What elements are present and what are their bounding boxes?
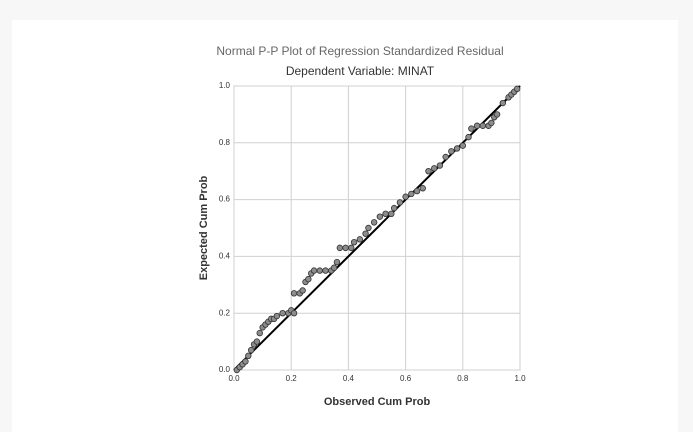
point bbox=[371, 220, 377, 226]
point bbox=[291, 310, 297, 316]
page: Normal P-P Plot of Regression Standardiz… bbox=[0, 0, 693, 432]
point bbox=[248, 347, 254, 353]
point bbox=[363, 231, 369, 237]
y-tick-label: 0.8 bbox=[219, 138, 231, 147]
point bbox=[443, 154, 449, 160]
point bbox=[480, 123, 486, 129]
point bbox=[414, 188, 420, 194]
point bbox=[466, 134, 472, 140]
point bbox=[337, 245, 343, 251]
y-axis-label: Expected Cum Prob bbox=[198, 175, 210, 280]
point bbox=[391, 205, 397, 211]
chart-subtitle: Dependent Variable: MINAT bbox=[286, 64, 435, 78]
point bbox=[306, 276, 312, 282]
point bbox=[437, 163, 443, 169]
point bbox=[343, 245, 349, 251]
point bbox=[420, 185, 426, 191]
point bbox=[426, 168, 432, 174]
point bbox=[494, 112, 500, 118]
point bbox=[357, 237, 363, 243]
point bbox=[274, 313, 280, 319]
y-tick-label: 1.0 bbox=[219, 81, 231, 90]
point bbox=[366, 225, 372, 231]
x-tick-label: 0.6 bbox=[400, 374, 412, 383]
point bbox=[257, 330, 263, 336]
point bbox=[409, 191, 415, 197]
point bbox=[469, 126, 475, 132]
point bbox=[331, 265, 337, 271]
y-tick-label: 0.6 bbox=[219, 195, 231, 204]
point bbox=[317, 268, 323, 274]
y-tick-label: 0.0 bbox=[219, 365, 231, 374]
y-tick-label: 0.4 bbox=[219, 252, 231, 261]
point bbox=[449, 149, 455, 155]
point bbox=[377, 214, 383, 220]
point bbox=[383, 211, 389, 217]
point bbox=[474, 123, 480, 129]
x-tick-label: 1.0 bbox=[514, 374, 526, 383]
x-axis-label: Observed Cum Prob bbox=[324, 396, 431, 408]
point bbox=[311, 268, 317, 274]
point bbox=[323, 268, 329, 274]
point bbox=[489, 120, 495, 126]
y-tick-label: 0.2 bbox=[219, 308, 231, 317]
x-tick-label: 0.8 bbox=[457, 374, 469, 383]
point bbox=[397, 200, 403, 206]
point bbox=[348, 245, 354, 251]
point bbox=[243, 359, 249, 365]
point bbox=[454, 146, 460, 152]
chart-title: Normal P-P Plot of Regression Standardiz… bbox=[216, 44, 503, 58]
point bbox=[334, 259, 340, 265]
point bbox=[246, 353, 252, 359]
point bbox=[500, 100, 506, 106]
point bbox=[431, 166, 437, 172]
point bbox=[389, 211, 395, 217]
x-tick-label: 0.0 bbox=[228, 374, 240, 383]
x-tick-label: 0.2 bbox=[286, 374, 298, 383]
point bbox=[403, 194, 409, 200]
point bbox=[300, 288, 306, 294]
point bbox=[351, 239, 357, 245]
point bbox=[514, 86, 520, 92]
chart: Normal P-P Plot of Regression Standardiz… bbox=[0, 0, 693, 432]
point bbox=[460, 143, 466, 149]
point bbox=[254, 339, 260, 345]
point bbox=[280, 310, 286, 316]
x-tick-label: 0.4 bbox=[343, 374, 355, 383]
point bbox=[291, 291, 297, 297]
